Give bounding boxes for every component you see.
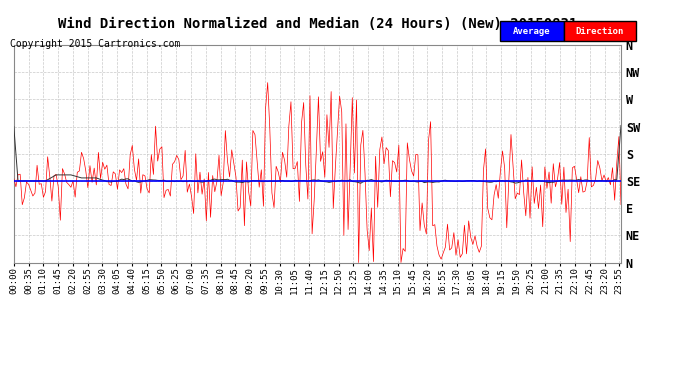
Text: Average: Average — [513, 27, 551, 36]
Text: Wind Direction Normalized and Median (24 Hours) (New) 20150831: Wind Direction Normalized and Median (24… — [58, 17, 577, 31]
Text: Copyright 2015 Cartronics.com: Copyright 2015 Cartronics.com — [10, 39, 181, 50]
Text: Direction: Direction — [575, 27, 624, 36]
